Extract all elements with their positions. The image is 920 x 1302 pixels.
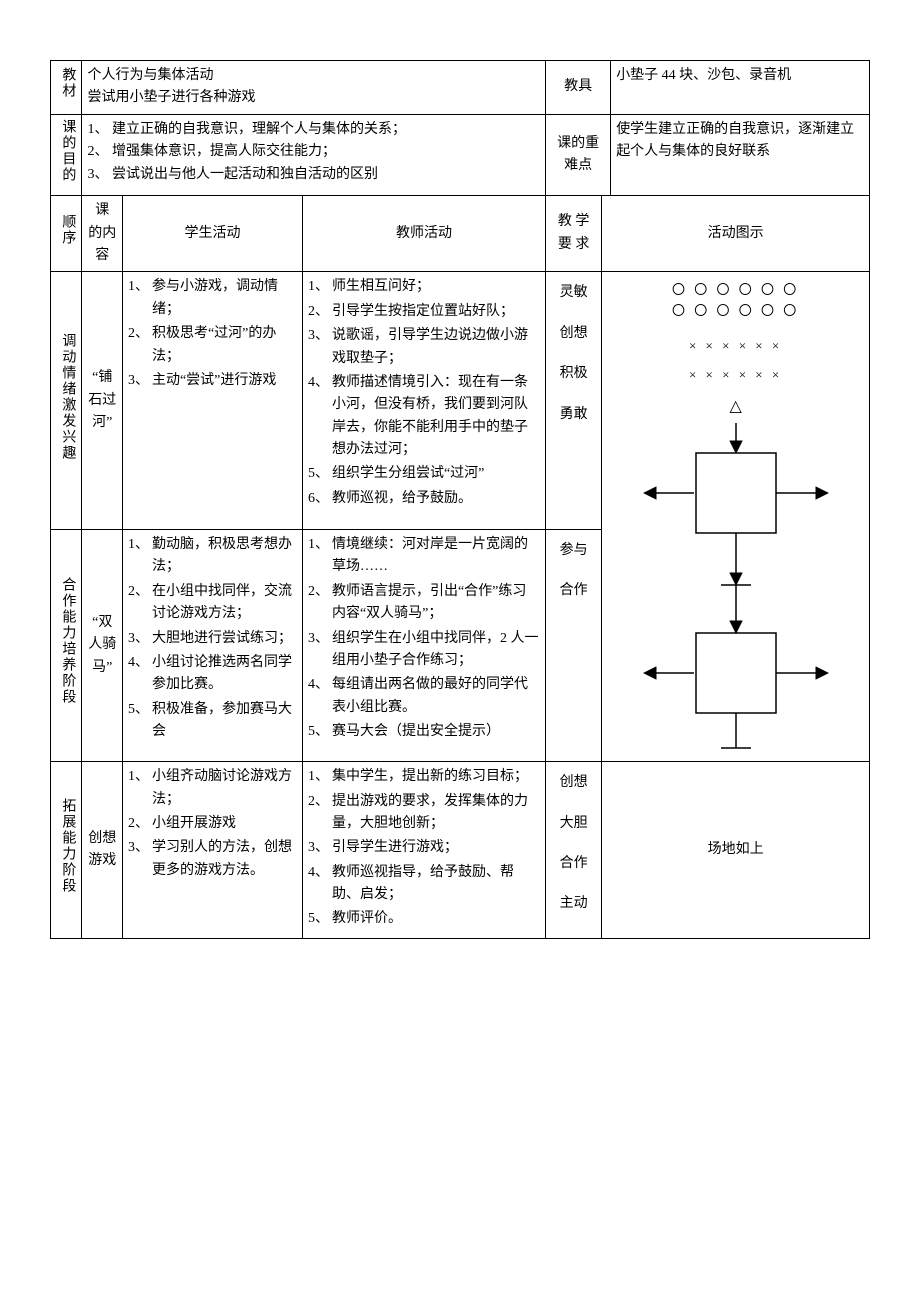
phase2-teacher: 1、情境继续：河对岸是一片宽阔的草场…… 2、教师语言提示，引出“合作”练习内容… [302, 530, 545, 762]
flow-diagram [636, 423, 836, 753]
phase2-req: 参与 合作 [545, 530, 601, 762]
label-jiaocai: 教材 [51, 61, 82, 115]
jiaocai-content: 个人行为与集体活动 尝试用小垫子进行各种游戏 [82, 61, 545, 115]
meta-row-2: 课的目的 1、 建立正确的自我意识，理解个人与集体的关系； 2、 增强集体意识，… [51, 114, 870, 195]
phase1-content: “铺石过河” [82, 272, 122, 530]
hdr-diagram: 活动图示 [602, 196, 870, 272]
phase3-student: 1、小组齐动脑讨论游戏方法； 2、小组开展游戏 3、学习别人的方法，创想更多的游… [122, 762, 302, 939]
hdr-order: 顺序 [51, 196, 82, 272]
phase2-content: “双人骑马” [82, 530, 122, 762]
label-mudi: 课的目的 [51, 114, 82, 195]
hdr-req: 教 学要 求 [545, 196, 601, 272]
hdr-content: 课 的内 容 [82, 196, 122, 272]
phase1-order: 调动情绪激发兴趣 [51, 272, 82, 530]
phase3-req: 创想 大胆 合作 主动 [545, 762, 601, 939]
jiaoju-content: 小垫子 44 块、沙包、录音机 [611, 61, 870, 115]
label-jiaoju: 教具 [545, 61, 610, 115]
phase2-student: 1、勤动脑，积极思考想办法； 2、在小组中找同伴，交流讨论游戏方法； 3、大胆地… [122, 530, 302, 762]
phase3-row: 拓展能力阶段 创想游戏 1、小组齐动脑讨论游戏方法； 2、小组开展游戏 3、学习… [51, 762, 870, 939]
hdr-student: 学生活动 [122, 196, 302, 272]
phase1-student: 1、参与小游戏，调动情绪； 2、积极思考“过河”的办法； 3、主动“尝试”进行游… [122, 272, 302, 530]
lesson-plan-table: 教材 个人行为与集体活动 尝试用小垫子进行各种游戏 教具 小垫子 44 块、沙包… [50, 60, 870, 939]
phase1-req: 灵敏 创想 积极 勇敢 [545, 272, 601, 530]
phase2-order: 合作能力培养阶段 [51, 530, 82, 762]
phase1-row: 调动情绪激发兴趣 “铺石过河” 1、参与小游戏，调动情绪； 2、积极思考“过河”… [51, 272, 870, 530]
phase3-teacher: 1、集中学生，提出新的练习目标； 2、提出游戏的要求，发挥集体的力量，大胆地创新… [302, 762, 545, 939]
meta-row-1: 教材 个人行为与集体活动 尝试用小垫子进行各种游戏 教具 小垫子 44 块、沙包… [51, 61, 870, 115]
phase3-order: 拓展能力阶段 [51, 762, 82, 939]
hdr-teacher: 教师活动 [302, 196, 545, 272]
phase12-diagram: 〇 〇 〇 〇 〇 〇 〇 〇 〇 〇 〇 〇 × × × × × × × × … [602, 272, 870, 762]
column-headers: 顺序 课 的内 容 学生活动 教师活动 教 学要 求 活动图示 [51, 196, 870, 272]
phase3-diagram: 场地如上 [602, 762, 870, 939]
phase3-content: 创想游戏 [82, 762, 122, 939]
mudi-content: 1、 建立正确的自我意识，理解个人与集体的关系； 2、 增强集体意识，提高人际交… [82, 114, 545, 195]
label-zhongnandian: 课的重难点 [545, 114, 610, 195]
zhongnandian-content: 使学生建立正确的自我意识，逐渐建立起个人与集体的良好联系 [611, 114, 870, 195]
phase1-teacher: 1、师生相互问好； 2、引导学生按指定位置站好队； 3、说歌谣，引导学生边说边做… [302, 272, 545, 530]
